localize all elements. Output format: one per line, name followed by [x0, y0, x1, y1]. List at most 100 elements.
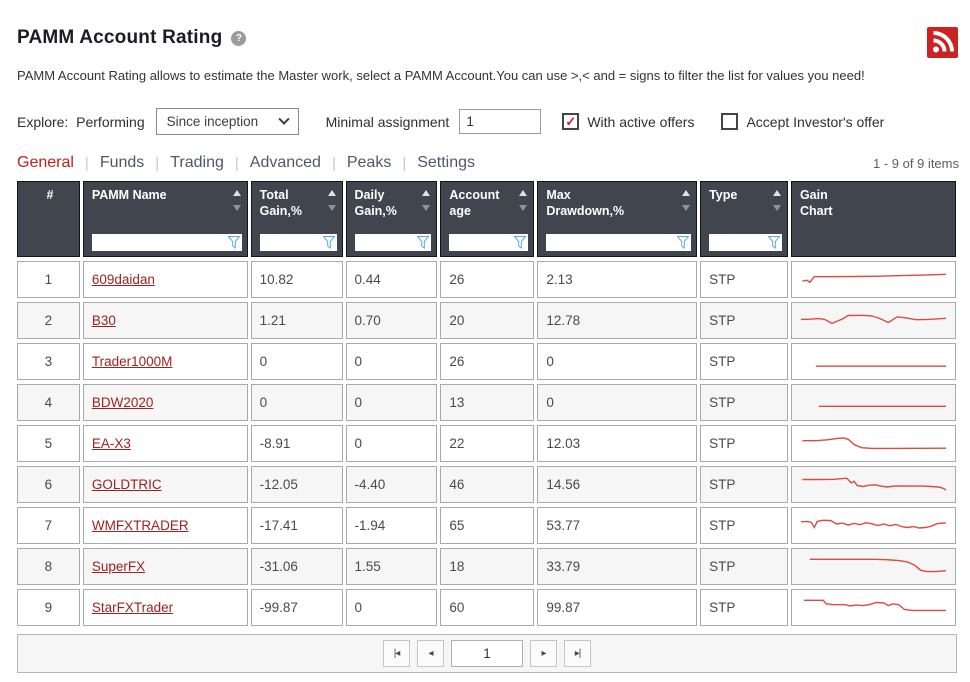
- cell-daily-gain: -4.40: [345, 466, 438, 503]
- tab-advanced[interactable]: Advanced: [249, 154, 321, 171]
- column-label: Type: [709, 188, 738, 202]
- sort-asc-icon[interactable]: [682, 190, 691, 196]
- cell-max-drawdown: 12.03: [537, 425, 698, 462]
- tab-settings[interactable]: Settings: [417, 154, 476, 171]
- sort-desc-icon[interactable]: [327, 205, 336, 211]
- gain-sparkline: [800, 314, 946, 325]
- filter-type-input[interactable]: [709, 234, 782, 251]
- sort-arrows-icon[interactable]: [422, 187, 431, 230]
- column-header-type[interactable]: Type: [700, 181, 788, 257]
- help-icon[interactable]: ?: [231, 30, 247, 46]
- column-header-daily_gain[interactable]: Daily Gain,%: [345, 181, 438, 257]
- column-label: Account age: [449, 188, 500, 218]
- accept-investors-offer-checkbox[interactable]: ✓ Accept Investor's offer: [721, 113, 884, 130]
- sort-arrows-icon[interactable]: [232, 187, 242, 230]
- cell-num: 4: [17, 384, 80, 421]
- column-header-total_gain[interactable]: Total Gain,%: [250, 181, 343, 257]
- cell-gain-chart: [790, 261, 956, 298]
- filter-daily_gain-input[interactable]: [354, 234, 432, 251]
- cell-type: STP: [700, 466, 788, 503]
- sort-arrows-icon[interactable]: [519, 187, 528, 230]
- cell-num: 8: [17, 548, 80, 585]
- cell-daily-gain: 1.55: [345, 548, 438, 585]
- filter-max_drawdown-input[interactable]: [546, 234, 692, 251]
- sort-desc-icon[interactable]: [422, 205, 431, 211]
- cell-type: STP: [700, 343, 788, 380]
- cell-total-gain: 0: [250, 343, 343, 380]
- pamm-name-link[interactable]: B30: [91, 313, 116, 328]
- cell-type: STP: [700, 548, 788, 585]
- tab-peaks[interactable]: Peaks: [346, 154, 392, 171]
- pamm-name-link[interactable]: 609daidan: [91, 272, 155, 287]
- pamm-name-link[interactable]: GOLDTRIC: [91, 477, 162, 492]
- pamm-name-link[interactable]: BDW2020: [91, 395, 154, 410]
- cell-gain-chart: [790, 302, 956, 339]
- column-header-account_age[interactable]: Account age: [440, 181, 535, 257]
- sort-desc-icon[interactable]: [232, 205, 241, 211]
- sort-arrows-icon[interactable]: [682, 187, 691, 230]
- cell-total-gain: 10.82: [250, 261, 343, 298]
- period-select[interactable]: Since inception: [155, 108, 299, 135]
- pamm-name-link[interactable]: EA-X3: [91, 436, 131, 451]
- column-header-max_drawdown[interactable]: Max Drawdown,%: [537, 181, 698, 257]
- cell-num: 2: [17, 302, 80, 339]
- gain-sparkline: [800, 519, 947, 530]
- pager-page-input[interactable]: [451, 640, 523, 667]
- pamm-name-link[interactable]: SuperFX: [91, 559, 146, 574]
- sort-asc-icon[interactable]: [327, 190, 336, 196]
- pager-next-button[interactable]: ▸: [530, 640, 557, 667]
- column-header-chart: Gain Chart: [790, 181, 956, 257]
- tab-funds[interactable]: Funds: [99, 154, 145, 171]
- cell-total-gain: 0: [250, 384, 343, 421]
- cell-account-age: 22: [440, 425, 535, 462]
- sort-arrows-icon[interactable]: [772, 187, 782, 230]
- pamm-name-link[interactable]: WMFXTRADER: [91, 518, 189, 533]
- filter-cell: [259, 234, 337, 251]
- cell-num: 6: [17, 466, 80, 503]
- sort-desc-icon[interactable]: [772, 205, 781, 211]
- tab-trading[interactable]: Trading: [170, 154, 224, 171]
- page-description: PAMM Account Rating allows to estimate t…: [17, 68, 865, 83]
- cell-total-gain: -8.91: [250, 425, 343, 462]
- cell-gain-chart: [790, 425, 956, 462]
- pamm-name-link[interactable]: StarFXTrader: [91, 600, 174, 615]
- cell-name: B30: [82, 302, 248, 339]
- column-header-name[interactable]: PAMM Name: [82, 181, 248, 257]
- sort-asc-icon[interactable]: [232, 190, 241, 196]
- gain-sparkline: [803, 599, 946, 612]
- filter-name-input[interactable]: [91, 234, 242, 251]
- sort-asc-icon[interactable]: [772, 190, 781, 196]
- sort-arrows-icon[interactable]: [327, 187, 337, 230]
- column-header-num: #: [17, 181, 80, 257]
- cell-daily-gain: 0.70: [345, 302, 438, 339]
- table-row: 7 WMFXTRADER -17.41 -1.94 65 53.77 STP: [17, 507, 956, 544]
- pager-prev-button[interactable]: ◂: [417, 640, 444, 667]
- cell-account-age: 26: [440, 343, 535, 380]
- minimal-assignment-input[interactable]: [459, 109, 542, 134]
- filter-cell: [91, 234, 242, 251]
- pamm-name-link[interactable]: Trader1000M: [91, 354, 173, 369]
- filter-account_age-input[interactable]: [449, 234, 529, 251]
- table-row: 5 EA-X3 -8.91 0 22 12.03 STP: [17, 425, 956, 462]
- cell-num: 3: [17, 343, 80, 380]
- checkbox-checked-icon: ✓: [562, 113, 580, 130]
- gain-sparkline: [818, 405, 946, 407]
- cell-max-drawdown: 0: [537, 343, 698, 380]
- filter-cell: [449, 234, 529, 251]
- pager-first-button[interactable]: |◂: [383, 640, 410, 667]
- cell-max-drawdown: 0: [537, 384, 698, 421]
- sort-asc-icon[interactable]: [422, 190, 431, 196]
- sort-desc-icon[interactable]: [682, 205, 691, 211]
- sort-desc-icon[interactable]: [519, 205, 528, 211]
- filter-total_gain-input[interactable]: [259, 234, 337, 251]
- cell-daily-gain: 0: [345, 343, 438, 380]
- tab-general[interactable]: General: [17, 154, 74, 171]
- with-active-offers-checkbox[interactable]: ✓ With active offers: [562, 113, 694, 130]
- sort-asc-icon[interactable]: [519, 190, 528, 196]
- cell-type: STP: [700, 261, 788, 298]
- filter-bar: Explore: Performing Since inception Mini…: [17, 108, 959, 135]
- cell-max-drawdown: 2.13: [537, 261, 698, 298]
- rss-icon[interactable]: [927, 27, 958, 58]
- pager-last-button[interactable]: ▸|: [564, 640, 591, 667]
